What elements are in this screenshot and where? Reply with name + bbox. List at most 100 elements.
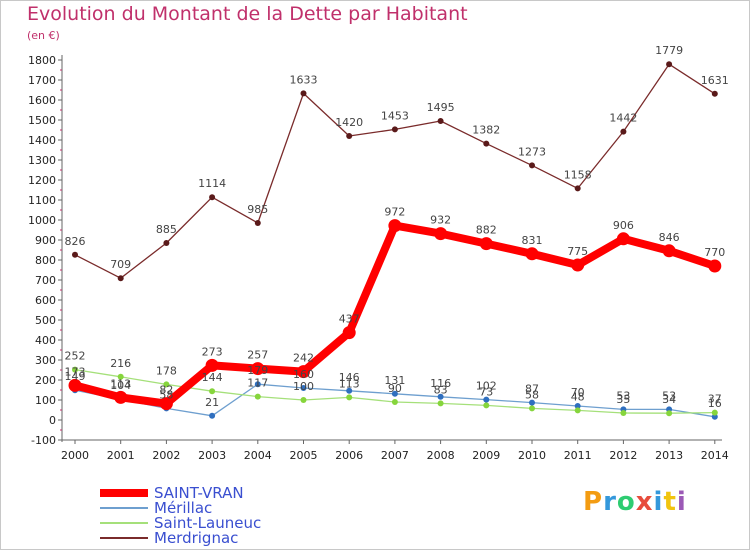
data-point [159, 397, 173, 411]
data-label: 216 [110, 357, 131, 370]
data-label: 34 [662, 393, 676, 406]
legend-swatch-merillac [100, 507, 148, 509]
data-point [662, 244, 676, 258]
data-point [209, 412, 216, 419]
data-point [620, 128, 627, 135]
legend-label: Mérillac [154, 499, 213, 517]
y-tick-label: 1500 [28, 114, 56, 127]
data-point [346, 394, 353, 401]
data-point [391, 399, 398, 405]
data-label: 1420 [335, 116, 363, 129]
data-point [479, 237, 493, 251]
data-point [114, 390, 128, 404]
y-tick-label: 800 [35, 254, 56, 267]
y-tick-label: 300 [35, 354, 56, 367]
data-point [342, 326, 356, 340]
y-tick-label: 900 [35, 234, 56, 247]
data-label: 1453 [381, 109, 409, 122]
x-tick-label: 2013 [655, 449, 683, 462]
x-tick-label: 2000 [61, 449, 89, 462]
data-label: 1158 [564, 168, 592, 181]
legend-label: Saint-Launeuc [154, 514, 262, 532]
data-point [68, 378, 82, 392]
data-point [711, 413, 718, 420]
data-label: 48 [571, 390, 585, 403]
data-point [711, 90, 718, 97]
data-point [529, 405, 535, 412]
data-point [711, 409, 718, 416]
logo-letter: r [603, 487, 617, 517]
data-label: 58 [159, 388, 173, 401]
data-label: 709 [110, 258, 131, 271]
data-label: 932 [430, 214, 451, 227]
data-point [254, 220, 261, 226]
data-label: 90 [388, 382, 402, 395]
x-tick-label: 2012 [609, 449, 637, 462]
x-tick-label: 2007 [381, 449, 409, 462]
y-tick-label: -100 [31, 434, 56, 447]
data-label: 1382 [472, 124, 500, 137]
data-label: 775 [567, 245, 588, 258]
data-point [529, 162, 535, 169]
data-label: 906 [613, 219, 634, 232]
data-label: 985 [247, 203, 268, 216]
data-point [574, 185, 581, 192]
data-label: 1633 [290, 73, 318, 86]
data-label: 73 [479, 385, 493, 398]
data-label: 178 [156, 364, 177, 377]
data-label: 1495 [427, 101, 455, 114]
data-point [300, 397, 307, 403]
data-label: 116 [430, 377, 451, 390]
series-line [74, 63, 716, 279]
data-label: 21 [205, 396, 219, 409]
legend-label: SAINT-VRAN [154, 484, 244, 502]
data-label: 100 [293, 380, 314, 393]
data-point [483, 396, 490, 403]
data-point [571, 258, 585, 272]
y-tick-label: 600 [35, 294, 56, 307]
y-tick-label: 1700 [28, 74, 56, 87]
data-label: 1273 [518, 145, 546, 158]
data-label: 1779 [655, 44, 683, 57]
chart-unit: (en €) [27, 29, 60, 42]
x-tick-label: 2003 [198, 449, 226, 462]
data-label: 972 [384, 206, 405, 219]
data-point [666, 61, 673, 68]
logo-letter: x [635, 487, 654, 517]
x-tick-label: 2014 [701, 449, 729, 462]
data-point [346, 133, 353, 139]
data-label: 882 [476, 224, 497, 237]
logo-letter: P [583, 487, 604, 517]
data-point [300, 385, 307, 391]
data-label: 131 [384, 374, 405, 387]
logo-letter: i [676, 487, 687, 517]
data-point [437, 118, 444, 124]
y-tick-label: 1800 [28, 54, 56, 67]
data-label: 1442 [609, 112, 637, 125]
data-label: 1631 [701, 74, 729, 87]
data-point [72, 251, 78, 258]
y-tick-label: 200 [35, 374, 56, 387]
data-label: 826 [65, 235, 86, 248]
data-point [434, 227, 448, 241]
legend-label: Merdrignac [154, 529, 239, 547]
legend-swatch-saint-vran [100, 489, 148, 497]
data-point [117, 373, 124, 380]
y-tick-label: 1200 [28, 174, 56, 187]
y-tick-label: 700 [35, 274, 56, 287]
data-point [616, 232, 630, 246]
data-label: 149 [65, 370, 86, 383]
data-label: 117 [247, 377, 268, 390]
data-label: 437 [339, 313, 360, 326]
data-point [574, 407, 581, 414]
x-tick-label: 2002 [152, 449, 180, 462]
data-label: 82 [159, 384, 173, 397]
data-point [388, 219, 402, 233]
data-label: 770 [704, 246, 725, 259]
data-label: 173 [65, 365, 86, 378]
data-label: 144 [202, 371, 223, 384]
data-point [117, 275, 124, 282]
proxiti-logo: Proxiti [583, 487, 687, 517]
chart-title: Evolution du Montant de la Dette par Hab… [27, 3, 468, 25]
data-point [346, 387, 353, 394]
